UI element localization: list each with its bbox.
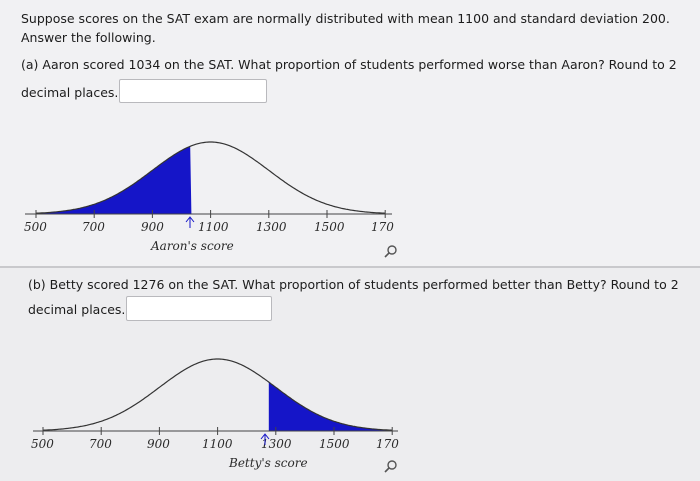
part-a-score-marker-arrow[interactable] xyxy=(185,216,195,228)
part-b-marker-label: Betty's score xyxy=(228,456,308,470)
part-b-density-curve xyxy=(42,358,393,431)
part-b-normal-curve-plot: 500 700 900 1100 1300 1500 170 Betty's s… xyxy=(31,358,399,470)
part-a-magnifier-icon[interactable] xyxy=(383,244,399,260)
part-a-tick-1500: 1500 xyxy=(314,220,345,234)
part-a-question-line-1: (a) Aaron scored 1034 on the SAT. What p… xyxy=(21,57,677,72)
part-b-tick-1500: 1500 xyxy=(319,437,350,451)
part-a-marker-label: Aaron's score xyxy=(150,239,234,253)
part-a-question-line-2: decimal places. xyxy=(21,85,119,100)
part-a-shaded-region xyxy=(36,146,192,214)
part-b-tick-700: 700 xyxy=(89,437,112,451)
part-b-magnifier-icon[interactable] xyxy=(383,459,399,475)
part-a-normal-curve-plot: 500 700 900 1100 1300 1500 170 Aaron's s… xyxy=(24,141,394,253)
part-a-tick-1100: 1100 xyxy=(198,220,229,234)
part-b-tick-1100: 1100 xyxy=(202,437,233,451)
part-b-answer-input[interactable] xyxy=(126,296,272,321)
part-b-panel: (b) Betty scored 1276 on the SAT. What p… xyxy=(0,266,700,481)
part-b-score-marker-arrow[interactable] xyxy=(260,433,270,445)
intro-line-2: Answer the following. xyxy=(21,30,156,45)
part-a-tick-1700: 170 xyxy=(371,220,394,234)
part-a-axis-ticks xyxy=(35,210,386,218)
part-b-tick-1300: 1300 xyxy=(261,437,292,451)
part-a-density-curve xyxy=(35,141,386,214)
intro-line-1: Suppose scores on the SAT exam are norma… xyxy=(21,11,670,26)
part-b-tick-900: 900 xyxy=(147,437,170,451)
part-b-tick-1700: 170 xyxy=(376,437,399,451)
part-a-tick-1300: 1300 xyxy=(256,220,287,234)
part-a-tick-700: 700 xyxy=(82,220,105,234)
part-a-panel: Suppose scores on the SAT exam are norma… xyxy=(21,11,677,260)
part-b-question-line-1: (b) Betty scored 1276 on the SAT. What p… xyxy=(28,277,679,292)
part-a-tick-900: 900 xyxy=(141,220,164,234)
part-a-tick-500: 500 xyxy=(24,220,47,234)
part-a-answer-input[interactable] xyxy=(119,79,267,103)
part-b-shaded-region xyxy=(268,382,393,431)
part-b-tick-500: 500 xyxy=(31,437,54,451)
part-b-axis-ticks xyxy=(42,427,393,435)
part-b-question-line-2: decimal places. xyxy=(28,302,126,317)
